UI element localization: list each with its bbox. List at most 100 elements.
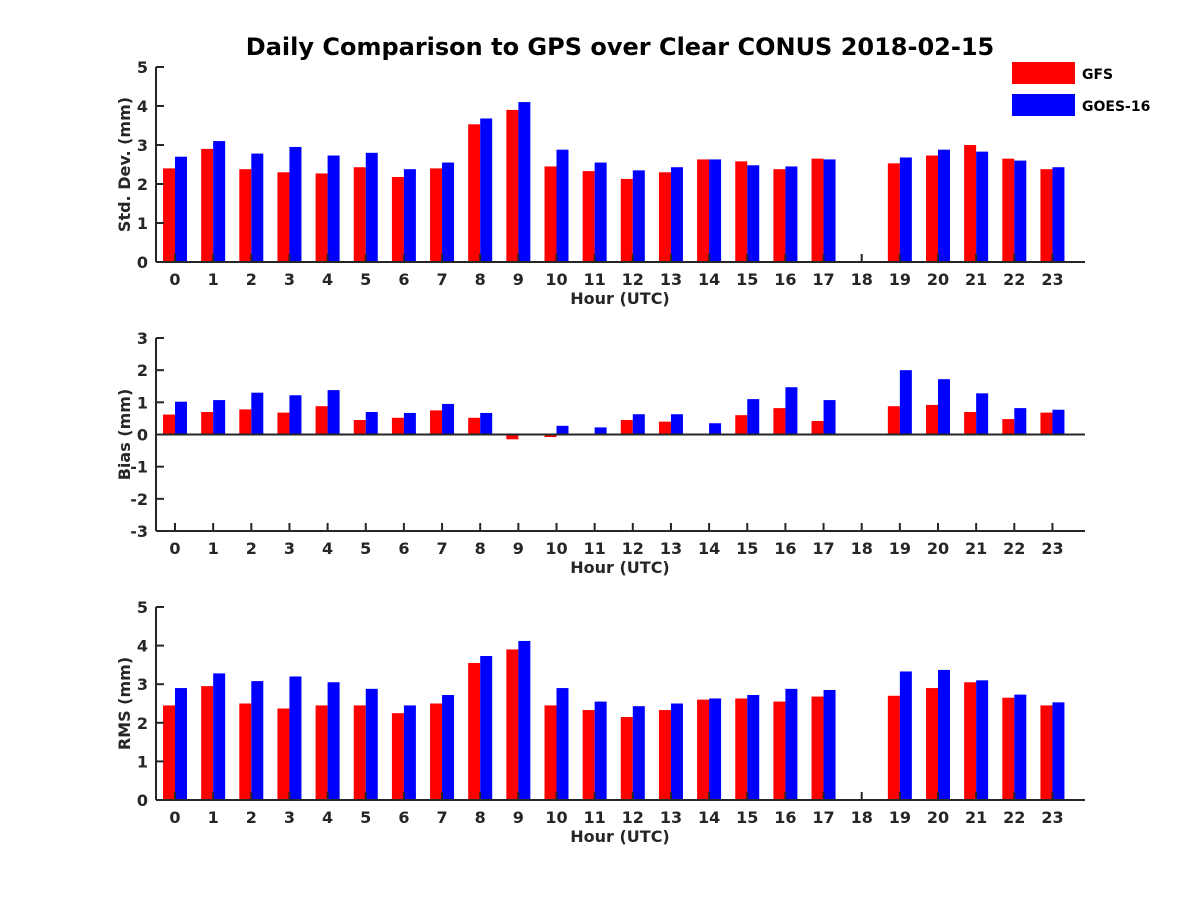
chart-title: Daily Comparison to GPS over Clear CONUS… — [246, 33, 994, 61]
bar-gfs-hour-7 — [430, 168, 443, 262]
bar-goes16-hour-8 — [480, 656, 493, 800]
x-tick-label: 10 — [545, 808, 567, 827]
bar-gfs-hour-21 — [964, 411, 977, 435]
y-tick-label: 0 — [137, 791, 148, 810]
x-tick-label: 9 — [513, 808, 524, 827]
bar-goes16-hour-23 — [1052, 409, 1065, 435]
bar-goes16-hour-19 — [899, 370, 912, 435]
bar-gfs-hour-14 — [697, 159, 710, 262]
y-tick-label: -2 — [130, 490, 148, 509]
x-tick-label: 14 — [698, 270, 720, 289]
bar-goes16-hour-11 — [594, 162, 607, 262]
x-tick-label: 12 — [622, 539, 644, 558]
bar-goes16-hour-8 — [480, 412, 493, 435]
bar-goes16-hour-20 — [938, 669, 950, 800]
bar-gfs-hour-20 — [926, 404, 938, 435]
y-axis-label: Bias (mm) — [115, 389, 134, 481]
x-axis-label: Hour (UTC) — [570, 827, 670, 846]
x-tick-label: 10 — [545, 539, 567, 558]
y-tick-label: 2 — [137, 714, 148, 733]
bar-goes16-hour-5 — [365, 688, 378, 800]
y-tick-label: 1 — [137, 393, 148, 412]
y-tick-label: 1 — [137, 214, 148, 233]
x-tick-label: 4 — [322, 808, 333, 827]
y-tick-label: 3 — [137, 329, 148, 348]
bar-goes16-hour-22 — [1014, 408, 1027, 435]
x-tick-label: 8 — [475, 539, 486, 558]
bar-gfs-hour-0 — [163, 414, 175, 435]
bar-goes16-hour-21 — [976, 393, 989, 435]
x-tick-label: 3 — [284, 808, 295, 827]
x-tick-label: 9 — [513, 270, 524, 289]
y-tick-label: 5 — [137, 598, 148, 617]
bar-gfs-hour-6 — [391, 713, 404, 800]
bar-goes16-hour-11 — [594, 427, 607, 435]
bar-gfs-hour-10 — [544, 166, 557, 262]
bar-goes16-hour-1 — [213, 673, 226, 800]
x-tick-label: 5 — [360, 808, 371, 827]
bar-goes16-hour-2 — [251, 681, 264, 800]
bar-gfs-hour-14 — [697, 699, 710, 800]
x-tick-label: 11 — [584, 808, 606, 827]
bar-goes16-hour-12 — [632, 414, 645, 435]
bar-goes16-hour-17 — [823, 689, 836, 800]
bar-goes16-hour-1 — [213, 141, 226, 262]
bar-gfs-hour-2 — [239, 409, 252, 435]
legend-swatch-goes16 — [1012, 94, 1075, 116]
bar-gfs-hour-19 — [887, 695, 900, 800]
x-tick-label: 21 — [965, 808, 987, 827]
bar-gfs-hour-19 — [887, 163, 900, 262]
bar-goes16-hour-7 — [442, 162, 455, 262]
x-tick-label: 3 — [284, 539, 295, 558]
x-tick-label: 22 — [1003, 808, 1025, 827]
x-tick-label: 22 — [1003, 539, 1025, 558]
bar-gfs-hour-16 — [773, 169, 786, 262]
bar-gfs-hour-5 — [353, 705, 366, 800]
bar-gfs-hour-13 — [658, 172, 671, 262]
x-tick-label: 23 — [1041, 808, 1063, 827]
bar-gfs-hour-12 — [620, 178, 633, 262]
bar-gfs-hour-16 — [773, 701, 786, 800]
bar-goes16-hour-3 — [289, 146, 302, 262]
bar-gfs-hour-16 — [773, 408, 786, 435]
y-tick-label: 1 — [137, 752, 148, 771]
bar-goes16-hour-5 — [365, 152, 378, 262]
x-tick-label: 13 — [660, 808, 682, 827]
bar-gfs-hour-1 — [201, 148, 214, 262]
x-tick-label: 17 — [812, 539, 834, 558]
bar-goes16-hour-4 — [327, 682, 340, 800]
bar-gfs-hour-3 — [277, 172, 290, 262]
x-tick-label: 17 — [812, 808, 834, 827]
x-tick-label: 23 — [1041, 270, 1063, 289]
bar-gfs-hour-11 — [582, 171, 595, 262]
bar-gfs-hour-20 — [926, 688, 938, 800]
bar-gfs-hour-13 — [658, 710, 671, 800]
x-tick-label: 5 — [360, 270, 371, 289]
bar-goes16-hour-12 — [632, 706, 645, 800]
x-tick-label: 19 — [889, 539, 911, 558]
x-axis-label: Hour (UTC) — [570, 558, 670, 577]
bar-gfs-hour-17 — [811, 696, 824, 800]
bar-gfs-hour-3 — [277, 708, 290, 800]
x-tick-label: 7 — [436, 270, 447, 289]
bar-gfs-hour-15 — [735, 161, 748, 262]
bar-goes16-hour-4 — [327, 155, 340, 262]
x-tick-label: 15 — [736, 808, 758, 827]
bar-gfs-hour-15 — [735, 415, 748, 435]
bar-goes16-hour-20 — [938, 379, 950, 435]
x-tick-label: 10 — [545, 270, 567, 289]
bar-goes16-hour-14 — [709, 159, 722, 262]
x-tick-label: 22 — [1003, 270, 1025, 289]
y-tick-label: 2 — [137, 361, 148, 380]
bar-goes16-hour-10 — [556, 149, 569, 262]
bar-gfs-hour-21 — [964, 682, 977, 800]
bar-gfs-hour-1 — [201, 686, 214, 800]
x-tick-label: 15 — [736, 539, 758, 558]
bar-gfs-hour-3 — [277, 412, 290, 435]
bar-gfs-hour-12 — [620, 717, 633, 800]
y-tick-label: 0 — [137, 253, 148, 272]
x-tick-label: 20 — [927, 808, 949, 827]
